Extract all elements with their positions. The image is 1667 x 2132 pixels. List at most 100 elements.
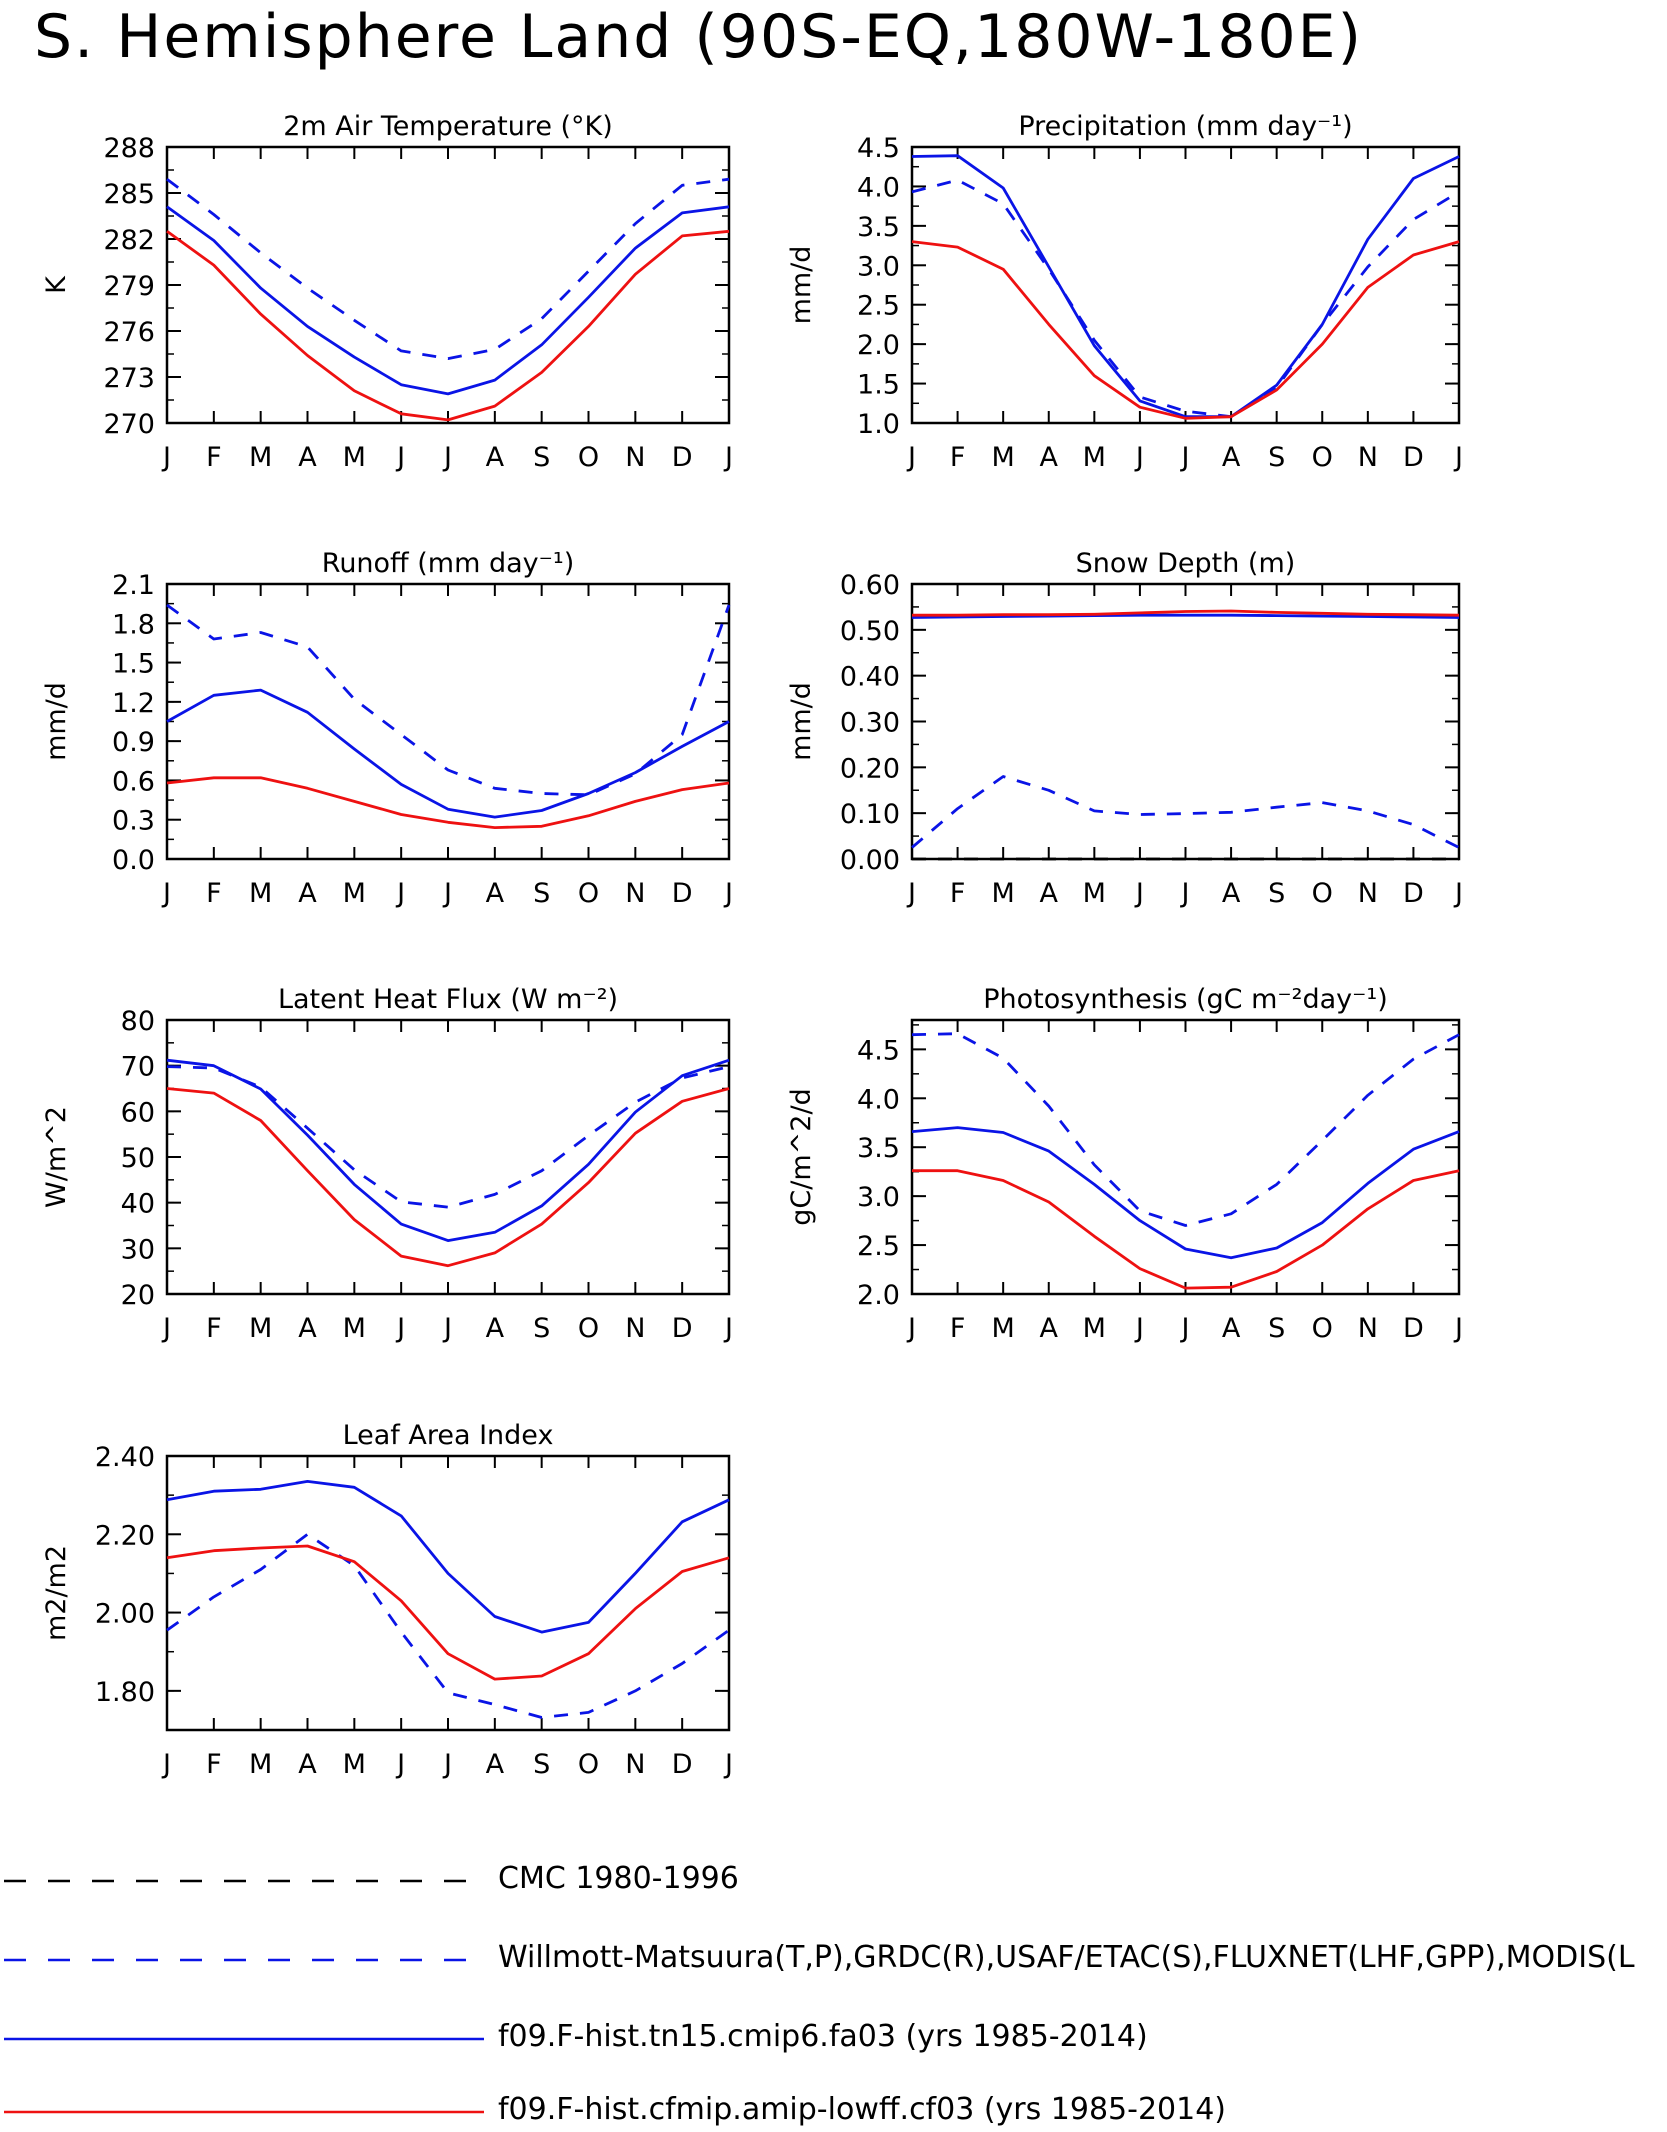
x-tick-label: N [625, 1749, 645, 1780]
x-tick-label: D [672, 878, 693, 909]
x-tick-label: O [1312, 878, 1333, 909]
x-tick-label: A [298, 878, 317, 909]
x-tick-label: A [1222, 878, 1241, 909]
x-tick-label: J [395, 442, 405, 473]
plot-frame [910, 1018, 1461, 1296]
x-tick-label: N [1358, 878, 1378, 909]
y-tick-label: 0.30 [840, 708, 900, 739]
x-tick-label: M [249, 442, 272, 473]
y-tick-label: 4.5 [857, 133, 900, 164]
y-tick-label: 1.0 [857, 409, 900, 440]
panel-title: Leaf Area Index [343, 1420, 554, 1451]
y-tick-label: 3.5 [857, 212, 900, 243]
x-tick-label: S [1268, 878, 1285, 909]
y-tick-label: 0.00 [840, 845, 900, 876]
y-tick-label: 70 [121, 1052, 155, 1083]
y-tick-label: 80 [121, 1006, 155, 1037]
x-tick-label: O [578, 1749, 599, 1780]
x-tick-label: A [298, 1749, 317, 1780]
y-tick-label: 2.5 [857, 291, 900, 322]
y-tick-label: 0.0 [112, 845, 155, 876]
x-tick-label: F [206, 1749, 222, 1780]
y-tick-label: 2.00 [95, 1599, 155, 1630]
series-line-blue-dash [911, 178, 1460, 419]
panel-title: Runoff (mm day⁻¹) [322, 548, 574, 579]
x-tick-label: J [161, 442, 171, 473]
y-tick-label: 20 [121, 1280, 155, 1311]
series-line-blue-solid [166, 688, 730, 819]
y-tick-label: 285 [103, 179, 155, 210]
x-tick-label: J [723, 878, 733, 909]
x-tick-label: N [625, 442, 645, 473]
x-tick-label: D [672, 1313, 693, 1344]
x-tick-label: O [578, 442, 599, 473]
y-tick-label: 0.20 [840, 753, 900, 784]
x-tick-label: O [578, 878, 599, 909]
x-tick-label: S [533, 442, 550, 473]
y-tick-label: 1.2 [112, 688, 155, 719]
y-tick-label: 30 [121, 1234, 155, 1265]
x-tick-label: N [1358, 442, 1378, 473]
y-tick-label: 4.0 [857, 1084, 900, 1115]
chart-panel-4: Snow Depth (m)mm/dJ F M A M J J A S O N D J0.000.100… [786, 548, 1463, 909]
panel-title: Photosynthesis (gC m⁻²day⁻¹) [983, 984, 1387, 1015]
legend-label: Willmott-Matsuura(T,P),GRDC(R),USAF/ETAC… [498, 1940, 1635, 1975]
x-tick-label: D [1403, 442, 1424, 473]
legend-line-black-dash [4, 1879, 484, 1883]
x-tick-label: M [1083, 878, 1106, 909]
x-tick-label: F [950, 1313, 966, 1344]
x-tick-label: D [672, 442, 693, 473]
x-tick-label: J [1453, 878, 1463, 909]
y-tick-label: 40 [121, 1189, 155, 1220]
x-tick-label: A [486, 1749, 505, 1780]
x-tick-label: A [298, 1313, 317, 1344]
x-tick-label: J [1180, 1313, 1190, 1344]
x-tick-label: M [249, 878, 272, 909]
x-tick-label: J [161, 1313, 171, 1344]
plot-frame [910, 582, 1461, 861]
series-line-blue-solid [911, 154, 1460, 419]
x-tick-label: J [906, 878, 916, 909]
x-tick-label: A [486, 442, 505, 473]
y-tick-label: 276 [103, 317, 155, 348]
series-line-red-solid [166, 229, 730, 422]
x-tick-label: J [1134, 1313, 1144, 1344]
x-tick-label: M [343, 1749, 366, 1780]
x-tick-label: S [1268, 1313, 1285, 1344]
y-tick-label: 60 [121, 1097, 155, 1128]
y-tick-label: 3.0 [857, 1182, 900, 1213]
x-tick-label: D [1403, 878, 1424, 909]
y-tick-label: 279 [103, 271, 155, 302]
series-line-blue-solid [911, 1126, 1460, 1260]
x-tick-label: J [395, 1749, 405, 1780]
x-tick-label: M [992, 1313, 1015, 1344]
y-tick-label: 50 [121, 1143, 155, 1174]
y-axis-label: mm/d [786, 246, 817, 325]
x-tick-label: J [442, 878, 452, 909]
y-tick-label: 2.20 [95, 1520, 155, 1551]
legend-line-blue-dash [4, 1958, 484, 1962]
x-tick-label: J [906, 442, 916, 473]
x-tick-label: M [249, 1749, 272, 1780]
x-tick-label: O [578, 1313, 599, 1344]
series-line-red-solid [912, 609, 1460, 617]
x-tick-label: J [161, 1749, 171, 1780]
x-tick-label: N [625, 878, 645, 909]
plot-frame [165, 1454, 731, 1732]
x-tick-label: J [1180, 442, 1190, 473]
series-line-red-solid [912, 1169, 1460, 1290]
plot-frame [165, 582, 731, 861]
x-tick-label: J [1134, 442, 1144, 473]
y-tick-label: 4.0 [857, 172, 900, 203]
y-tick-label: 2.0 [857, 1280, 900, 1311]
y-tick-label: 2.40 [95, 1442, 155, 1473]
x-tick-label: S [533, 878, 550, 909]
series-line-blue-dash [911, 775, 1460, 849]
series-line-blue-dash [166, 603, 731, 797]
legend-label: CMC 1980-1996 [498, 1861, 739, 1896]
y-tick-label: 2.0 [857, 330, 900, 361]
x-tick-label: M [343, 1313, 366, 1344]
x-tick-label: J [395, 1313, 405, 1344]
panel-title: Precipitation (mm day⁻¹) [1018, 111, 1352, 142]
